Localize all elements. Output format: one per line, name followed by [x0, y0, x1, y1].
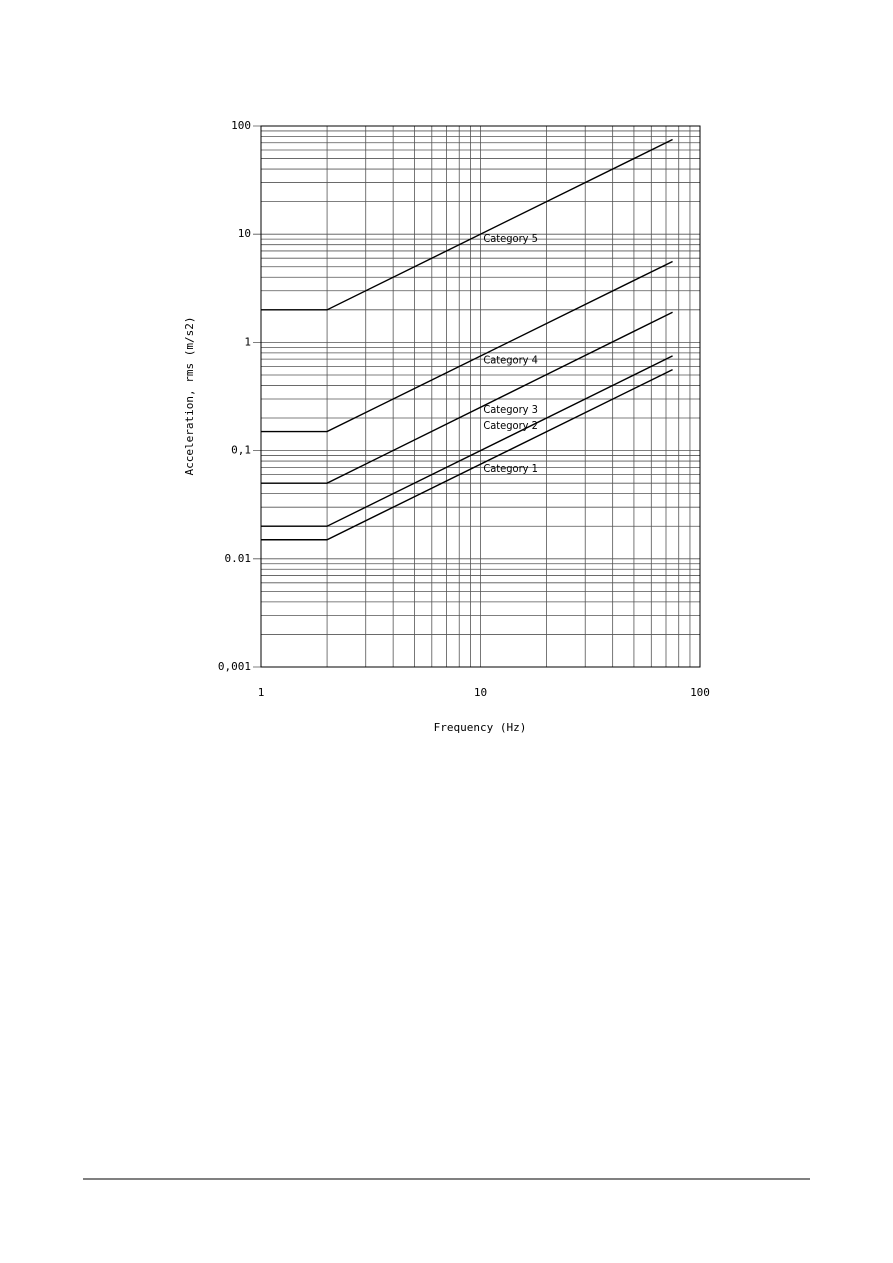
series-line	[261, 369, 673, 541]
series-line	[261, 311, 673, 484]
series-label: Category 2	[483, 419, 538, 432]
series-label: Category 1	[483, 462, 538, 475]
y-tick-label: 0,001	[218, 660, 251, 673]
y-tick-label: 0.01	[225, 552, 252, 565]
x-axis-label: Frequency (Hz)	[434, 721, 527, 734]
y-axis-label: Acceleration, rms (m/s2)	[183, 317, 196, 476]
series-label: Category 5	[483, 232, 538, 245]
series-label: Category 4	[483, 354, 538, 367]
y-tick-label: 1	[244, 335, 251, 348]
plot-frame	[260, 125, 701, 668]
y-tick-label: 0,1	[231, 444, 251, 457]
series-line	[261, 260, 673, 433]
x-tick-label: 10	[474, 686, 487, 699]
series-line	[261, 355, 673, 527]
x-tick-label: 100	[690, 686, 710, 699]
y-tick-label: 100	[231, 119, 251, 132]
x-tick-label: 1	[258, 686, 265, 699]
series-label: Category 3	[483, 403, 538, 416]
y-tick-label: 10	[238, 227, 251, 240]
series-line	[261, 138, 673, 311]
